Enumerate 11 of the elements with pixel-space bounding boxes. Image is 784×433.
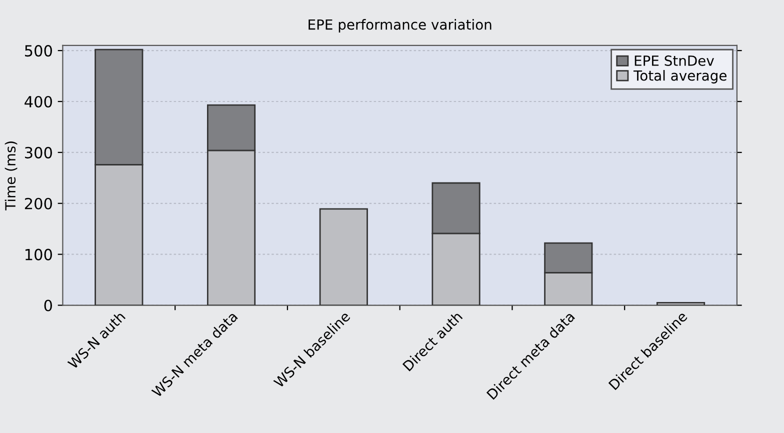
chart-title: EPE performance variation [308, 19, 492, 32]
legend-label: EPE StnDev [634, 55, 714, 66]
y-tick-label: 100 [26, 248, 52, 260]
bar [656, 302, 706, 306]
y-tick-label: 500 [25, 45, 52, 57]
y-tick-label: 400 [24, 96, 52, 108]
y-tick-label: 0 [44, 300, 52, 312]
legend-label: Total average [633, 70, 726, 84]
y-tick-label: 200 [24, 198, 52, 210]
y-tick-label: 300 [25, 146, 52, 158]
y-axis-title: Time (ms) [4, 142, 18, 210]
